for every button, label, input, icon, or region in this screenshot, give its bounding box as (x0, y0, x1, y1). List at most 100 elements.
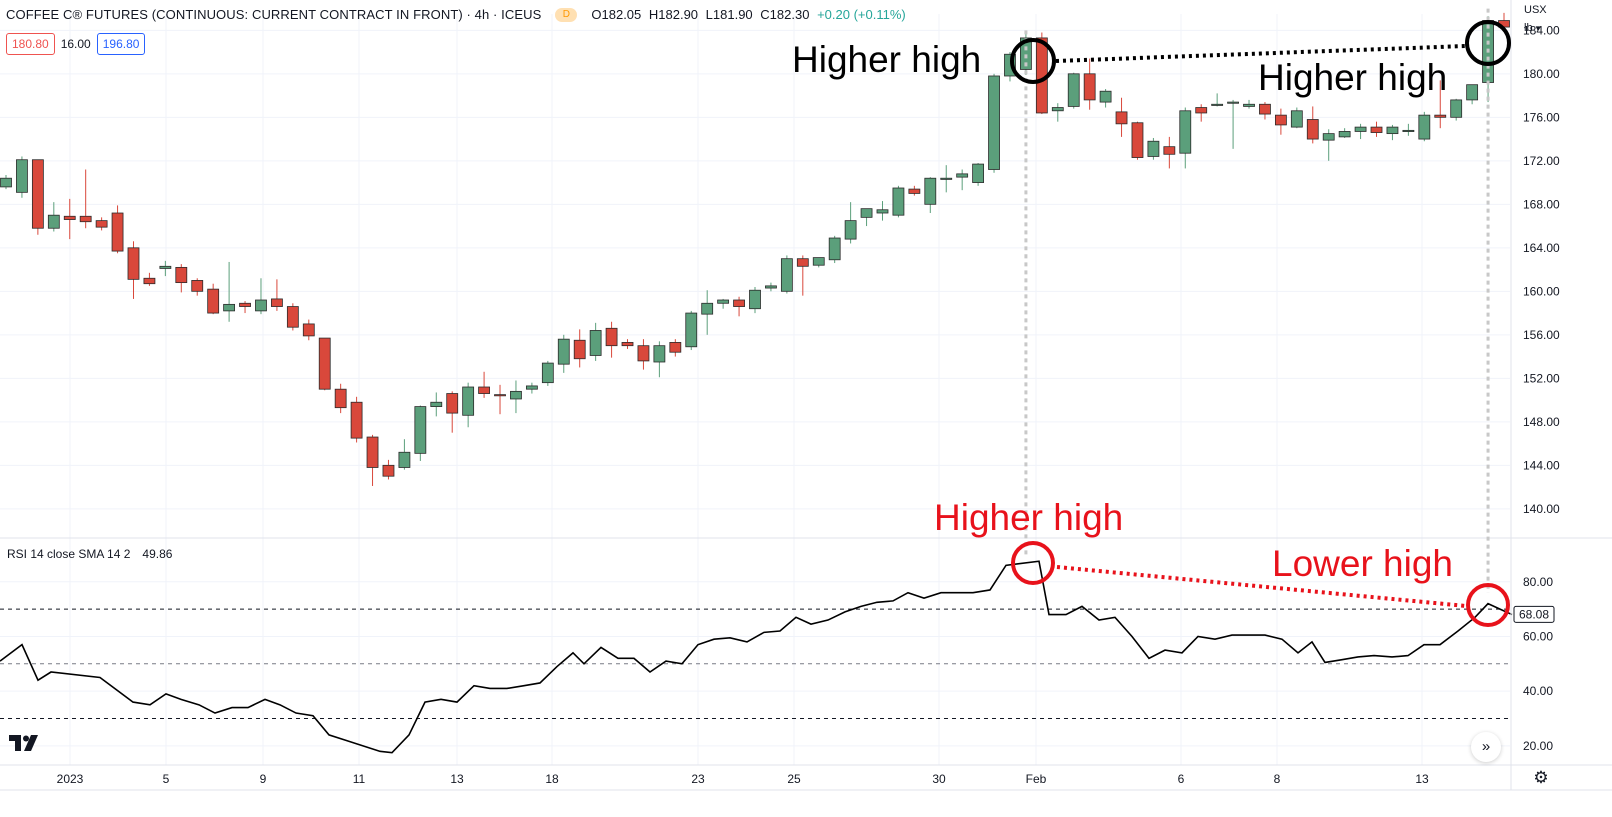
rsi-legend[interactable]: RSI 14 close SMA 14 2 49.86 (7, 547, 172, 561)
candle-body (1259, 103, 1271, 115)
candle (446, 391, 459, 433)
annotations: Higher high Higher high Higher high Lower h… (792, 8, 1511, 627)
candle-body (95, 220, 108, 228)
candle (780, 255, 793, 294)
buy-button[interactable]: 196.80 (96, 33, 146, 55)
price-trend-line (1055, 44, 1467, 63)
candle (478, 371, 490, 398)
candle-body (828, 237, 841, 261)
rsi-annotation-2: Lower high (1272, 543, 1453, 584)
ohlc-open: O182.05 (591, 7, 642, 22)
candle (510, 380, 522, 414)
currency-label[interactable]: USX (1524, 4, 1547, 16)
rsi-tick-label: 60.00 (1523, 629, 1553, 643)
candle-body (79, 215, 92, 223)
candle (1227, 99, 1239, 149)
candle (334, 383, 347, 414)
candle-body (398, 451, 411, 468)
candle (1370, 121, 1383, 137)
candle (398, 439, 411, 470)
candle-body (557, 338, 570, 365)
candle (1354, 123, 1367, 140)
candle (191, 278, 204, 296)
candle (31, 159, 44, 235)
candle (63, 198, 76, 240)
unit-dropdown-icon: ▾ (1535, 23, 1541, 33)
candle-body (1450, 99, 1463, 118)
candle (557, 334, 570, 373)
candle (255, 278, 267, 315)
gear-icon[interactable]: ⚙ (1533, 768, 1549, 787)
candle (860, 208, 873, 227)
candle-body (111, 212, 124, 252)
candle (0, 174, 12, 190)
candle-body (510, 390, 522, 400)
candle (892, 185, 905, 218)
candle (286, 303, 299, 331)
candle (1290, 107, 1303, 129)
price-tick-label: 172.00 (1523, 154, 1560, 168)
candle (1386, 124, 1399, 141)
candle-body (63, 215, 76, 220)
candle (1004, 52, 1016, 82)
price-tick-label: 156.00 (1523, 328, 1560, 342)
candle-body (1466, 84, 1479, 101)
candle-body (1354, 126, 1367, 132)
candle-body (1067, 73, 1080, 107)
time-tick-label: 13 (450, 772, 464, 786)
ohlc-change: +0.20 (+0.11%) (817, 7, 906, 22)
double-chevron-right-icon[interactable]: » (1471, 732, 1501, 762)
price-tick-label: 140.00 (1523, 502, 1560, 516)
candle (366, 434, 379, 486)
candle (812, 257, 825, 268)
rsi-last-value-box (1513, 605, 1555, 623)
candle-body (47, 214, 60, 229)
ohlc-low: L181.90 (705, 7, 753, 22)
candle-body (1370, 126, 1383, 133)
candle-body (1211, 103, 1224, 106)
candle-body (1083, 73, 1096, 101)
candle (956, 169, 969, 191)
candle (462, 382, 475, 428)
time-tick-label: 25 (787, 772, 801, 786)
delayed-badge[interactable]: D (555, 7, 578, 22)
candle-body (271, 298, 283, 307)
sell-button[interactable]: 180.80 (6, 33, 55, 55)
candle (111, 205, 124, 254)
candle (637, 339, 650, 370)
price-tick-label: 164.00 (1523, 241, 1560, 255)
candle (876, 201, 889, 221)
candle-body (924, 177, 937, 205)
spread-value: 16.00 (60, 37, 91, 51)
candle-body (733, 299, 745, 307)
candle-body (701, 302, 714, 315)
ohlc-close: C182.30 (760, 7, 810, 22)
candle-body (621, 342, 634, 347)
candle-body (1306, 119, 1319, 140)
candle-body (1290, 110, 1303, 128)
unit-label[interactable]: lb ▾ (1524, 22, 1540, 34)
candle (430, 392, 443, 417)
candle-body (1131, 122, 1144, 158)
candle-body (191, 280, 204, 292)
ohlc-high: H182.90 (648, 7, 699, 22)
candle-body (1195, 107, 1208, 114)
candle (541, 360, 554, 386)
candle (1259, 102, 1271, 120)
symbol-title[interactable]: COFFEE C® FUTURES (CONTINUOUS: CURRENT C… (6, 7, 542, 22)
candle (302, 319, 315, 341)
candle (79, 169, 92, 229)
time-tick-label: 8 (1274, 772, 1281, 786)
candle (621, 339, 634, 349)
rsi-high-circle-1 (1011, 541, 1055, 585)
candle-body (573, 339, 586, 360)
candle (223, 261, 236, 322)
candle (972, 162, 985, 186)
candle (1163, 136, 1176, 169)
tradingview-logo-icon[interactable] (9, 735, 39, 756)
candle (1418, 111, 1431, 142)
candle-body (908, 188, 921, 194)
candle (605, 321, 618, 358)
candle (1131, 121, 1144, 160)
